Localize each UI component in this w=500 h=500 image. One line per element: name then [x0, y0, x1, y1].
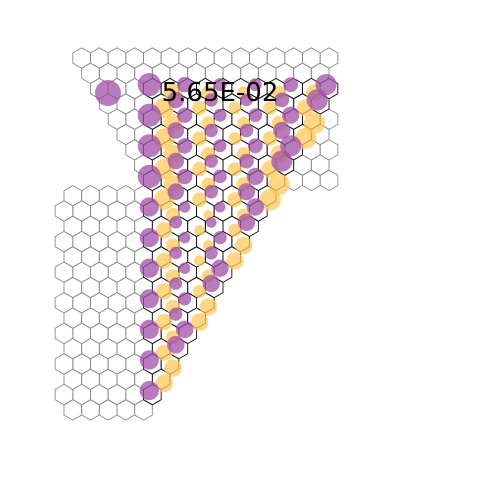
outer-hex-cell [319, 169, 339, 192]
outer-hex-cell [63, 399, 83, 421]
positive-site-circle [194, 255, 205, 267]
negative-site-circle [237, 213, 256, 231]
negative-site-circle [178, 292, 192, 306]
negative-site-circle [177, 168, 193, 185]
value-label: 5.65E-02 [161, 78, 279, 108]
positive-site-circle [164, 359, 182, 377]
negative-site-circle [247, 138, 263, 154]
positive-site-circle [228, 223, 242, 237]
site-circles [137, 73, 337, 401]
negative-site-circle [139, 350, 159, 370]
negative-site-circle [204, 246, 218, 260]
positive-site-circle [192, 284, 207, 299]
negative-site-circle [202, 274, 220, 293]
positive-site-circle [190, 313, 209, 331]
negative-site-circle [280, 135, 302, 157]
negative-site-circle [283, 77, 299, 92]
negative-site-circle [139, 197, 159, 217]
negative-site-circle [213, 139, 227, 153]
negative-site-circle [179, 262, 191, 274]
positive-site-circle [192, 100, 207, 116]
negative-site-circle [246, 167, 264, 185]
negative-site-circle [205, 216, 217, 228]
positive-site-circle [263, 101, 278, 115]
negative-site-circle [274, 92, 290, 108]
negative-site-circle [139, 228, 159, 248]
negative-site-circle [177, 107, 193, 123]
negative-site-circle [240, 93, 253, 107]
outer-hex-cell [302, 169, 321, 192]
positive-site-circle [228, 132, 242, 145]
negative-site-circle [204, 184, 218, 199]
negative-site-circle [175, 320, 194, 339]
positive-site-circle [199, 298, 217, 316]
positive-site-circle [156, 252, 173, 269]
negative-site-circle [137, 164, 161, 188]
negative-site-circle [139, 289, 159, 309]
negative-site-circle [167, 91, 185, 109]
positive-site-circle [156, 314, 173, 331]
negative-site-circle [137, 134, 161, 158]
negative-site-circle [139, 381, 159, 401]
negative-site-circle [246, 198, 264, 216]
negative-site-circle [204, 93, 218, 107]
negative-site-circle [169, 246, 183, 260]
positive-site-circle [227, 192, 243, 208]
positive-site-circle [194, 225, 205, 236]
positive-site-circle [155, 374, 173, 393]
negative-site-circle [169, 307, 183, 321]
negative-site-circle [204, 154, 218, 168]
negative-site-circle [248, 78, 262, 91]
negative-site-circle [273, 121, 291, 140]
negative-site-circle [239, 123, 254, 138]
negative-site-circle [167, 335, 185, 354]
negative-site-circle [213, 108, 227, 122]
negative-site-circle [282, 106, 300, 124]
positive-site-circle [192, 192, 207, 207]
negative-site-circle [167, 122, 185, 139]
positive-site-circle [192, 161, 207, 177]
negative-site-circle [177, 138, 193, 154]
negative-site-circle [179, 231, 191, 244]
negative-site-circle [248, 108, 263, 122]
negative-site-circle [271, 150, 293, 172]
negative-site-circle [214, 201, 226, 213]
negative-site-circle [204, 123, 218, 138]
positive-site-circle [156, 283, 173, 300]
negative-site-circle [306, 89, 328, 111]
negative-site-circle [137, 73, 161, 97]
negative-site-circle [169, 277, 183, 290]
positive-site-circle [192, 131, 207, 146]
negative-site-circle [177, 76, 193, 93]
scale-reference-circle [95, 80, 121, 106]
negative-site-circle [239, 153, 254, 169]
positive-site-circle [226, 252, 244, 270]
negative-site-circle [139, 319, 159, 339]
negative-site-circle [169, 216, 183, 229]
outer-hex-cell [116, 399, 136, 421]
positive-site-circle [228, 101, 242, 115]
negative-site-circle [213, 231, 227, 245]
positive-site-circle [259, 189, 281, 211]
negative-site-circle [237, 183, 256, 201]
positive-site-circle [262, 131, 278, 146]
negative-site-circle [213, 78, 227, 92]
outer-hex-cell [98, 399, 118, 421]
negative-site-circle [211, 259, 229, 277]
negative-site-circle [213, 169, 227, 184]
positive-site-circle [228, 162, 242, 176]
positive-site-circle [156, 222, 173, 239]
negative-site-circle [167, 152, 185, 170]
negative-site-circle [179, 201, 191, 213]
negative-site-circle [167, 183, 185, 200]
outer-hex-cell [81, 399, 100, 421]
negative-site-circle [139, 258, 159, 278]
negative-site-circle [137, 103, 161, 127]
positive-site-circle [235, 236, 253, 255]
